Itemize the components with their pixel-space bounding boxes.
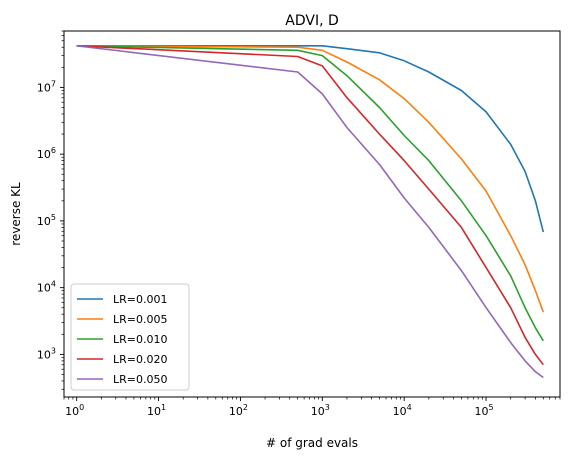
- series-line-2: [76, 45, 545, 313]
- series-line-4: [76, 45, 544, 366]
- x-tick-label-5: 105: [475, 403, 494, 418]
- series-line-1: [76, 45, 545, 233]
- x-tick-label-4: 104: [393, 403, 412, 418]
- legend: LR=0.001 LR=0.005 LR=0.010 LR=0.020 LR=0.050: [70, 283, 190, 391]
- series-group: [76, 45, 545, 379]
- legend-label-4: LR=0.020: [113, 353, 167, 366]
- legend-label-1: LR=0.001: [113, 293, 167, 306]
- y-tick-label-1: 104: [37, 280, 56, 295]
- chart-title: ADVI, D: [285, 13, 339, 29]
- series-line-3: [76, 45, 544, 342]
- series-line-5: [76, 45, 544, 379]
- legend-label-2: LR=0.005: [113, 313, 167, 326]
- y-tick-label-4: 107: [37, 79, 56, 94]
- y-axis-label: reverse KL: [9, 182, 23, 246]
- plot-frame: [63, 30, 561, 398]
- x-tick-label-1: 101: [147, 403, 166, 418]
- legend-label-3: LR=0.010: [113, 333, 167, 346]
- y-tick-label-0: 103: [37, 346, 56, 361]
- legend-box: [70, 283, 190, 391]
- x-axis-label: # of grad evals: [266, 436, 358, 450]
- x-tick-label-3: 103: [311, 403, 330, 418]
- y-tick-label-2: 105: [37, 213, 56, 228]
- x-tick-label-2: 102: [229, 403, 248, 418]
- y-tick-label-3: 106: [37, 146, 56, 161]
- legend-label-5: LR=0.050: [113, 373, 167, 386]
- x-axis: 100 101 102 103 104 105: [63, 397, 561, 418]
- x-tick-label-0: 100: [65, 403, 84, 418]
